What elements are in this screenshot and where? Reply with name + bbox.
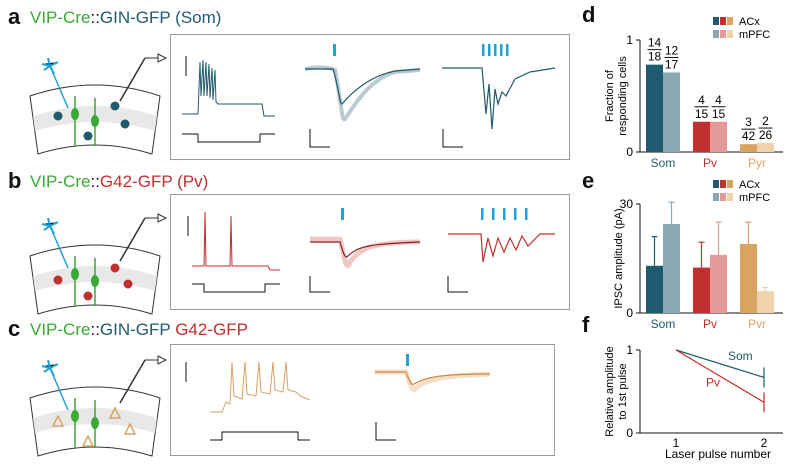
panel-c-label: c xyxy=(8,316,21,341)
legend-label-acx: ACx xyxy=(739,16,760,28)
y-axis-label: IPSC amplitude (pA) xyxy=(613,208,625,308)
bar-pv-mpfc xyxy=(710,121,727,152)
legend-swatch xyxy=(727,17,733,25)
bar-pyr-mpfc xyxy=(757,143,774,152)
fraction-denominator: 15 xyxy=(695,107,709,121)
x-tick-label-pv: Pv xyxy=(703,156,717,170)
series-label-som: Som xyxy=(728,349,753,363)
legend-swatch xyxy=(720,30,726,38)
fraction-denominator: 15 xyxy=(712,107,726,121)
legend-swatch xyxy=(713,17,719,25)
legend-swatch xyxy=(727,30,733,38)
legend-swatch xyxy=(713,193,719,201)
traces-b xyxy=(187,208,555,293)
fraction-numerator: 2 xyxy=(762,114,769,128)
y-axis-label: to 1st pulse xyxy=(617,363,629,419)
fraction-denominator: 18 xyxy=(648,50,662,64)
y-tick-label: 0 xyxy=(626,426,633,440)
legend-swatch xyxy=(720,180,726,188)
panel-b-label: b xyxy=(8,168,22,193)
panel-d-label: d xyxy=(582,2,596,27)
x-tick-label: 2 xyxy=(761,436,768,450)
legend-swatch xyxy=(713,30,719,38)
fraction-numerator: 14 xyxy=(648,36,662,50)
panel-b-reporter: G42-GFP (Pv) xyxy=(99,172,209,191)
panel-f-label: f xyxy=(582,312,590,337)
x-tick-label-pv: Pv xyxy=(703,317,717,328)
fraction-denominator: 26 xyxy=(759,128,773,142)
legend-label-acx: ACx xyxy=(739,179,760,191)
panel-c-sep: :: xyxy=(90,320,100,339)
x-tick-label: 1 xyxy=(673,436,680,450)
legend-label-mpfc: mPFC xyxy=(739,29,770,41)
legend-swatch xyxy=(713,180,719,188)
panel-b-line: VIP-Cre xyxy=(30,172,91,191)
panel-b-sep: :: xyxy=(90,172,100,191)
traces-c xyxy=(185,354,491,441)
legend-swatch xyxy=(727,180,733,188)
panel-c-line: VIP-Cre xyxy=(30,320,91,339)
x-tick-label-som: Som xyxy=(651,156,676,170)
traces-box-c xyxy=(170,344,555,456)
x-axis-label: Laser pulse number xyxy=(665,447,771,461)
panel-a-line: VIP-Cre xyxy=(30,8,91,27)
legend-swatch xyxy=(720,193,726,201)
legend-swatch xyxy=(720,17,726,25)
panel-a-reporter: GIN-GFP (Som) xyxy=(99,8,222,27)
traces-a xyxy=(182,44,556,148)
y-tick-label: 0 xyxy=(626,145,633,159)
fraction-denominator: 17 xyxy=(665,57,679,71)
panel-c-title: VIP-Cre::GIN-GFP G42-GFP xyxy=(30,320,248,340)
bar-pyr-acx xyxy=(740,144,757,152)
panel-a-title: VIP-Cre::GIN-GFP (Som) xyxy=(30,8,221,28)
legend-swatch xyxy=(727,193,733,201)
line-pv xyxy=(675,349,765,403)
fraction-numerator: 4 xyxy=(698,93,705,107)
bar-pyr-acx xyxy=(740,243,757,313)
x-tick-label-som: Som xyxy=(651,317,676,328)
line-som xyxy=(675,349,765,378)
panel-a-sep: :: xyxy=(90,8,100,27)
chart-d: 0 1 Fraction of responding cells Som Pv Pyr ACx… xyxy=(604,16,783,170)
schematic-b xyxy=(29,213,168,315)
panel-b-title: VIP-Cre::G42-GFP (Pv) xyxy=(30,172,208,192)
panel-a-label: a xyxy=(8,4,21,29)
bar-pv-acx xyxy=(693,267,710,313)
y-tick-label: 1 xyxy=(626,343,633,357)
traces-box-b xyxy=(170,194,570,310)
bar-som-mpfc xyxy=(663,72,680,152)
bar-pv-mpfc xyxy=(710,254,727,313)
schematic-c xyxy=(29,355,168,457)
x-tick-label-pyr: Pyr xyxy=(748,317,766,328)
y-axis-label: responding cells xyxy=(617,56,629,136)
panel-e-label: e xyxy=(582,168,595,193)
fraction-numerator: 4 xyxy=(715,93,722,107)
schematic-a xyxy=(29,53,168,155)
fraction-numerator: 3 xyxy=(745,115,752,129)
traces-box-a xyxy=(170,34,570,160)
bar-pv-acx xyxy=(693,121,710,152)
bar-som-acx xyxy=(646,265,663,313)
y-tick-label: 1 xyxy=(626,33,633,47)
bar-som-acx xyxy=(646,64,663,152)
fraction-denominator: 42 xyxy=(742,129,756,143)
bar-som-mpfc xyxy=(663,223,680,313)
legend-label-mpfc: mPFC xyxy=(739,192,770,204)
y-tick-label: 30 xyxy=(620,197,634,211)
y-tick-label: 0 xyxy=(626,306,633,320)
panel-c-reporter1: GIN-GFP xyxy=(99,320,171,339)
panel-c-reporter2: G42-GFP xyxy=(175,320,248,339)
series-label-pv: Pv xyxy=(706,376,720,390)
y-axis-label: Relative amplitude xyxy=(604,346,616,437)
fraction-numerator: 12 xyxy=(665,43,679,57)
x-tick-label-pyr: Pyr xyxy=(748,156,766,170)
y-axis-label: Fraction of xyxy=(604,69,616,122)
bar-pyr-mpfc xyxy=(757,291,774,313)
